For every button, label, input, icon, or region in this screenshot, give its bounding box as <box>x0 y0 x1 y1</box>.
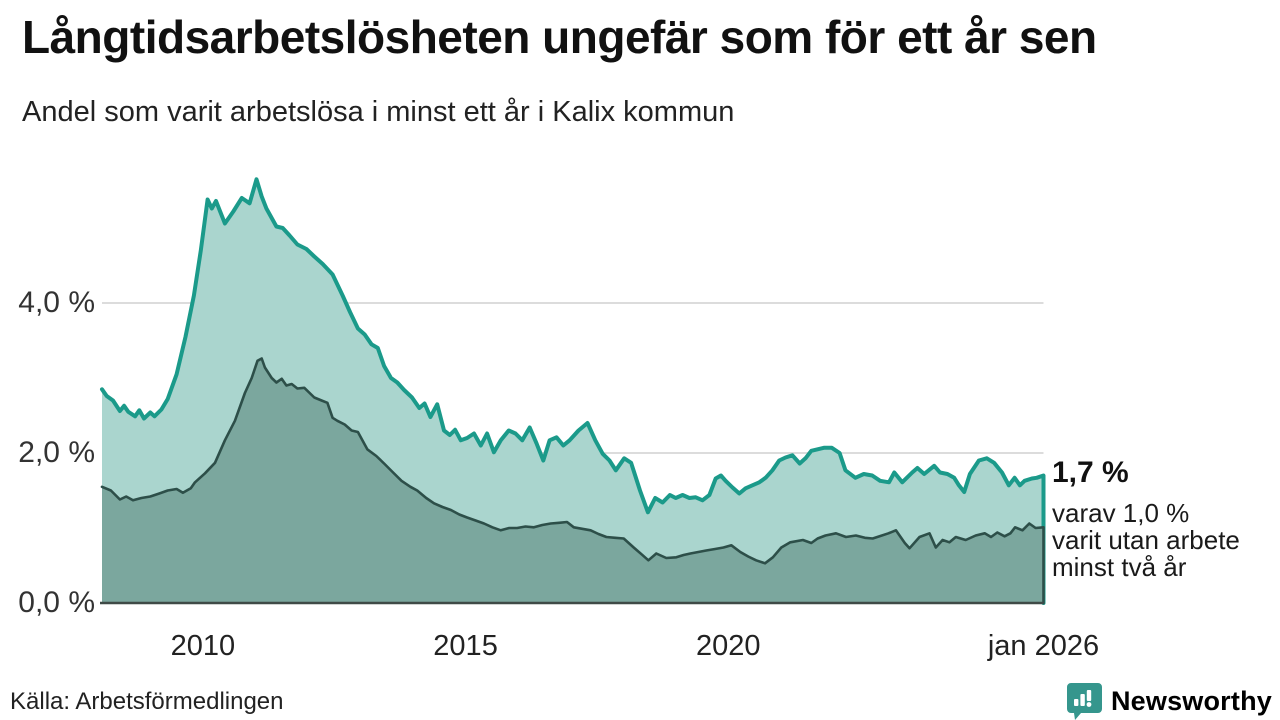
y-axis-label: 2,0 % <box>18 436 95 469</box>
y-axis-label: 4,0 % <box>18 286 95 319</box>
chart-subtitle: Andel som varit arbetslösa i minst ett å… <box>22 96 735 128</box>
bar-chart-bubble-icon <box>1066 683 1102 720</box>
series-line-1 <box>100 357 1045 605</box>
latest-value-annotation: 1,7 % varav 1,0 % varit utan arbete mins… <box>1052 458 1240 581</box>
x-axis-label: 2020 <box>696 630 761 662</box>
x-axis-label: 2015 <box>433 630 498 662</box>
newsworthy-logo[interactable]: Newsworthy <box>1066 682 1272 720</box>
y-axis-label: 0,0 % <box>18 586 95 619</box>
source-note: Källa: Arbetsförmedlingen <box>10 688 284 715</box>
newsworthy-wordmark: Newsworthy <box>1110 685 1272 716</box>
x-axis-label: jan 2026 <box>987 630 1100 662</box>
annotation-line: varav 1,0 % <box>1052 498 1190 528</box>
latest-total-value: 1,7 % <box>1052 456 1129 489</box>
page-title: Långtidsarbetslösheten ungefär som för e… <box>22 11 1097 63</box>
series-line-0 <box>100 177 1046 605</box>
x-axis-label: 2010 <box>170 630 236 662</box>
annotation-line: varit utan arbete <box>1052 525 1240 555</box>
annotation-line: minst två år <box>1052 552 1187 582</box>
